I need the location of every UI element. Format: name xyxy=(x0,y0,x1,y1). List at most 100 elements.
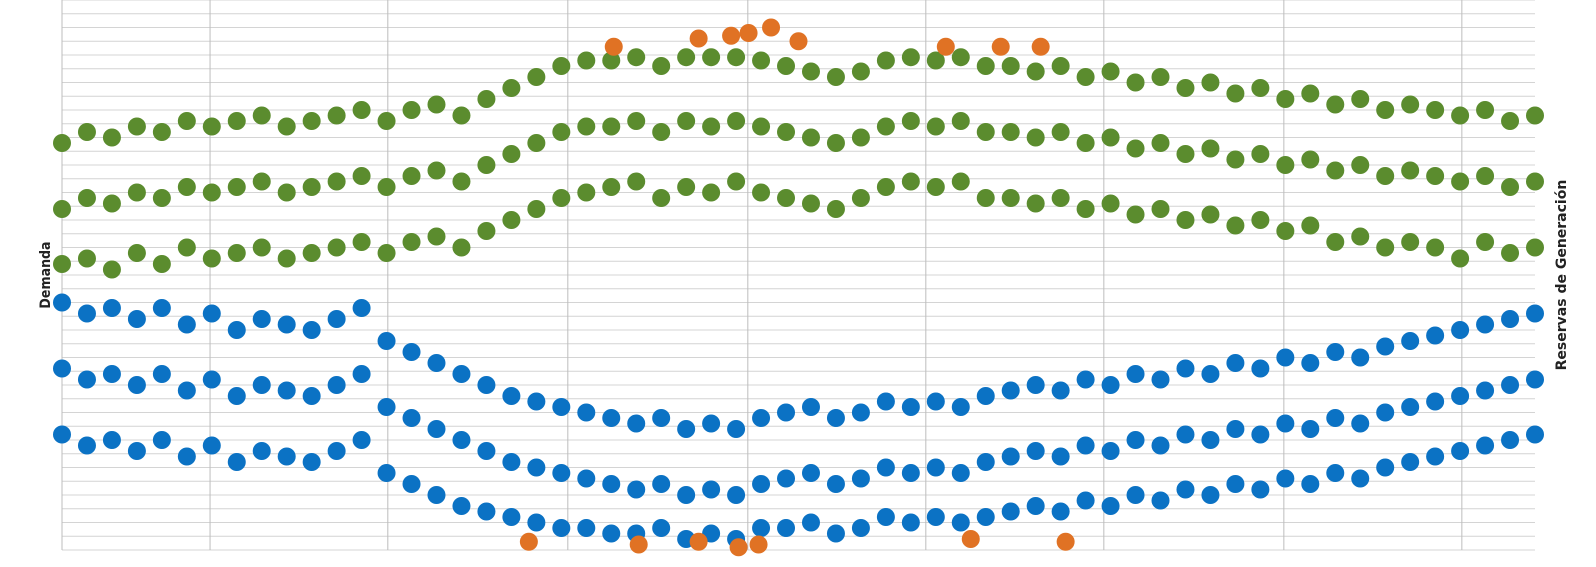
point xyxy=(1051,502,1070,521)
point xyxy=(177,381,196,400)
point xyxy=(1051,189,1070,207)
point xyxy=(527,134,546,152)
marks xyxy=(53,18,1544,557)
point xyxy=(477,90,496,108)
point xyxy=(901,112,920,130)
point xyxy=(227,453,246,471)
point xyxy=(1451,172,1470,191)
point xyxy=(53,200,71,218)
point xyxy=(1251,425,1270,444)
point xyxy=(777,403,796,422)
point xyxy=(1276,348,1295,367)
point xyxy=(976,189,995,207)
point xyxy=(53,425,71,444)
point xyxy=(851,403,870,422)
point xyxy=(352,101,371,119)
point xyxy=(77,436,96,455)
point xyxy=(876,458,895,477)
point xyxy=(1526,172,1544,191)
point xyxy=(577,469,596,488)
point xyxy=(801,513,820,532)
point xyxy=(926,178,945,196)
point xyxy=(1301,216,1320,235)
point xyxy=(1151,134,1170,152)
point xyxy=(1376,167,1395,185)
point xyxy=(1351,227,1370,246)
point xyxy=(1001,447,1020,466)
point xyxy=(652,189,671,207)
point xyxy=(801,194,820,213)
point xyxy=(102,260,121,279)
point xyxy=(1176,79,1195,97)
point xyxy=(976,387,995,405)
point xyxy=(177,447,196,466)
point xyxy=(602,178,621,196)
point xyxy=(227,321,246,339)
point xyxy=(519,532,538,551)
point xyxy=(502,508,521,526)
point xyxy=(1326,233,1345,251)
point xyxy=(1501,376,1520,394)
point xyxy=(402,409,421,427)
point xyxy=(1351,156,1370,174)
point xyxy=(327,238,346,257)
point xyxy=(677,112,696,130)
point xyxy=(377,398,396,416)
point xyxy=(1276,222,1295,240)
point xyxy=(1151,491,1170,510)
point xyxy=(749,535,768,554)
point xyxy=(427,420,446,438)
point xyxy=(976,123,995,141)
point xyxy=(752,409,771,427)
point xyxy=(1001,381,1020,400)
point xyxy=(1126,365,1145,383)
point xyxy=(901,464,920,482)
point xyxy=(102,365,121,383)
point xyxy=(1201,139,1220,158)
point xyxy=(1476,381,1495,400)
point xyxy=(102,194,121,213)
point xyxy=(1501,431,1520,449)
point xyxy=(427,354,446,372)
point xyxy=(277,315,296,334)
point xyxy=(1426,238,1445,257)
point xyxy=(1101,62,1120,81)
point xyxy=(689,532,708,551)
point xyxy=(1251,480,1270,499)
point xyxy=(1351,469,1370,488)
point xyxy=(1451,387,1470,405)
point xyxy=(1376,403,1395,422)
point xyxy=(1401,453,1420,471)
point xyxy=(876,178,895,196)
point xyxy=(1376,238,1395,257)
point xyxy=(1476,101,1495,119)
point xyxy=(352,431,371,449)
point xyxy=(577,183,596,202)
point xyxy=(1176,425,1195,444)
point xyxy=(1176,145,1195,163)
point xyxy=(1151,436,1170,455)
point xyxy=(901,513,920,532)
point xyxy=(477,222,496,240)
point xyxy=(604,37,623,56)
point xyxy=(1001,502,1020,521)
point xyxy=(951,48,970,67)
point xyxy=(302,321,321,339)
point xyxy=(1001,189,1020,207)
point xyxy=(629,535,648,554)
point xyxy=(1026,62,1045,81)
point xyxy=(1276,469,1295,488)
point xyxy=(1476,167,1495,185)
point xyxy=(1526,370,1544,389)
point xyxy=(976,453,995,471)
point xyxy=(127,310,146,328)
point xyxy=(1276,414,1295,433)
point xyxy=(777,469,796,488)
point xyxy=(826,524,845,543)
point xyxy=(1056,532,1075,551)
point xyxy=(277,117,296,136)
point xyxy=(152,255,171,273)
point xyxy=(702,414,721,433)
point xyxy=(1451,106,1470,125)
point xyxy=(402,233,421,251)
